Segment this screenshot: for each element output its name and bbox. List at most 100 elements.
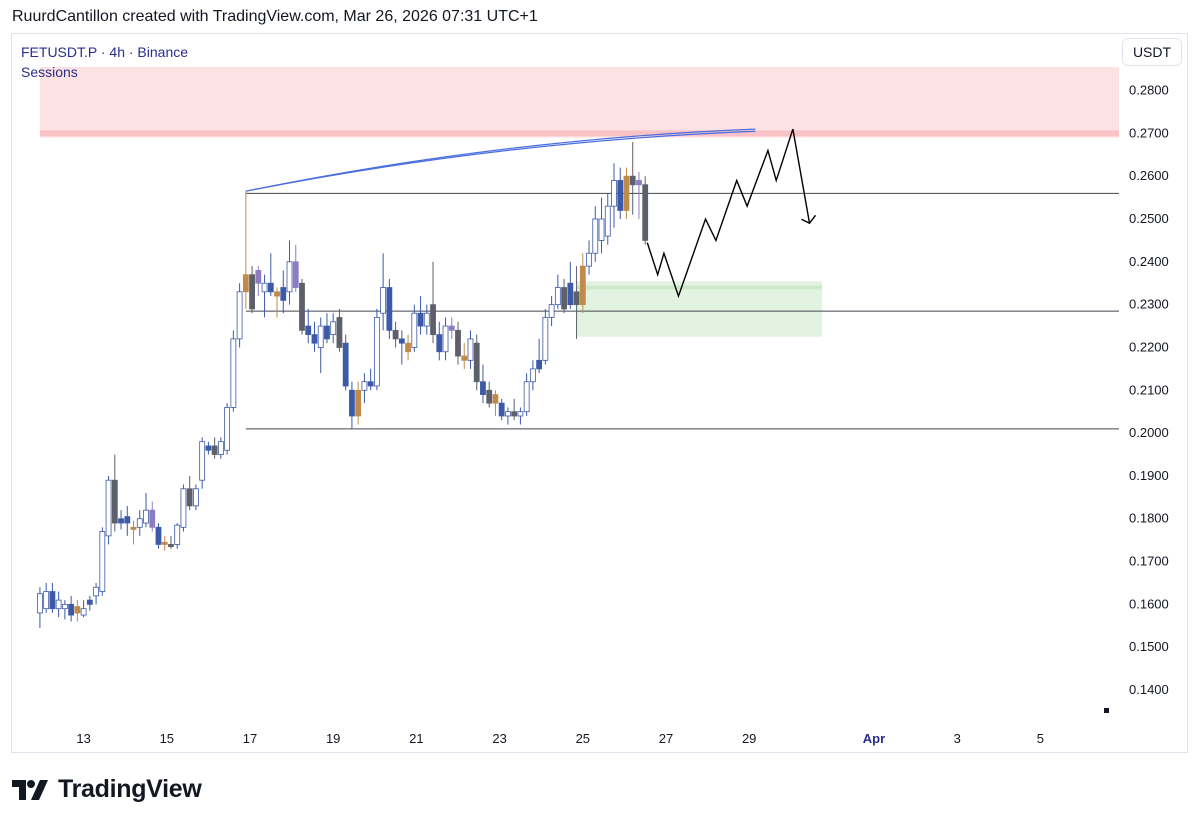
candle-body[interactable] [124,516,131,524]
candle-body[interactable] [37,593,43,614]
candle-body[interactable] [80,608,87,616]
candle-body[interactable] [529,368,536,383]
candle-body[interactable] [505,411,511,417]
candle-body[interactable] [49,591,56,610]
sessions-indicator-label[interactable]: Sessions [21,64,78,80]
supply-zone-line[interactable] [39,130,1119,137]
candle-body[interactable] [417,312,424,327]
candle-body[interactable] [330,321,337,336]
candle-body[interactable] [99,531,106,592]
candle-body[interactable] [55,599,62,610]
candle-body[interactable] [336,317,343,348]
chart-frame[interactable] [11,33,1188,753]
projection-path[interactable] [646,128,811,299]
candle-body[interactable] [405,342,411,353]
candle-body[interactable] [324,325,330,340]
candle-body[interactable] [554,287,561,306]
candle-body[interactable] [498,402,505,417]
candle-body[interactable] [242,274,249,293]
candle-body[interactable] [236,291,243,340]
candle-body[interactable] [480,381,486,395]
candle-body[interactable] [623,175,630,211]
tradingview-logo[interactable]: TradingView [12,775,202,804]
candle-body[interactable] [111,479,118,524]
candle-body[interactable] [149,509,156,528]
candle-body[interactable] [430,304,436,336]
candle-body[interactable] [461,355,468,361]
candle-body[interactable] [155,526,162,545]
candle-body[interactable] [249,274,255,310]
candle-body[interactable] [592,218,599,254]
candle-body[interactable] [61,603,68,610]
candle-body[interactable] [573,291,580,306]
candle-body[interactable] [536,359,543,370]
candle-body[interactable] [136,518,143,528]
candle-body[interactable] [561,287,567,310]
candle-body[interactable] [517,411,524,417]
candle-body[interactable] [436,334,443,353]
candle-body[interactable] [373,317,380,387]
candle-body[interactable] [492,394,499,404]
candle-body[interactable] [255,269,262,284]
candle-body[interactable] [636,180,642,186]
candle-body[interactable] [161,541,168,545]
candle-body[interactable] [386,287,393,331]
candle-body[interactable] [523,381,530,413]
candle-body[interactable] [349,389,355,417]
candle-body[interactable] [367,381,374,387]
candle-body[interactable] [542,317,549,361]
candle-body[interactable] [186,488,193,507]
candle-body[interactable] [611,180,617,207]
candle-body[interactable] [211,445,218,455]
candle-body[interactable] [455,329,461,357]
candle-body[interactable] [118,518,124,524]
currency-button[interactable]: USDT [1122,38,1182,66]
candle-body[interactable] [629,175,636,186]
candle-body[interactable] [642,184,649,241]
candle-body[interactable] [86,599,93,605]
candle-body[interactable] [579,265,586,306]
candle-body[interactable] [217,441,224,455]
candle-body[interactable] [43,591,50,610]
candle-body[interactable] [193,488,199,507]
candle-body[interactable] [299,282,305,331]
candle-body[interactable] [342,342,349,387]
candle-body[interactable] [617,180,624,211]
candle-body[interactable] [361,381,368,391]
candle-body[interactable] [567,282,574,306]
candle-body[interactable] [305,325,312,336]
candle-body[interactable] [392,329,399,340]
candle-body[interactable] [548,304,555,318]
candle-body[interactable] [311,334,318,344]
symbol-info[interactable]: FETUSDT.P · 4h · Binance [21,44,189,60]
candle-body[interactable] [317,325,324,348]
candle-body[interactable] [105,479,112,537]
trend-curve-line[interactable] [245,128,756,192]
candle-body[interactable] [473,342,480,383]
candle-body[interactable] [224,407,231,451]
supply-zone[interactable] [39,67,1119,138]
demand-zone[interactable] [576,281,822,337]
candle-body[interactable] [286,261,293,293]
candle-body[interactable] [448,325,455,331]
candle-body[interactable] [486,389,493,404]
candle-body[interactable] [398,338,405,344]
candle-body[interactable] [230,338,237,408]
candle-body[interactable] [205,445,212,451]
candle-body[interactable] [423,312,430,327]
candle-body[interactable] [586,252,592,267]
candle-body[interactable] [280,287,287,301]
candle-body[interactable] [467,338,474,361]
candle-body[interactable] [292,261,299,288]
candle-body[interactable] [130,526,137,530]
candle-body[interactable] [355,389,362,417]
trend-curve-line[interactable] [245,130,756,192]
candle-body[interactable] [180,488,187,528]
demand-zone-line[interactable] [576,285,822,290]
candle-body[interactable] [274,291,280,297]
candle-body[interactable] [380,287,387,314]
candle-body[interactable] [74,606,81,614]
candle-body[interactable] [598,218,605,241]
candle-body[interactable] [442,325,449,353]
